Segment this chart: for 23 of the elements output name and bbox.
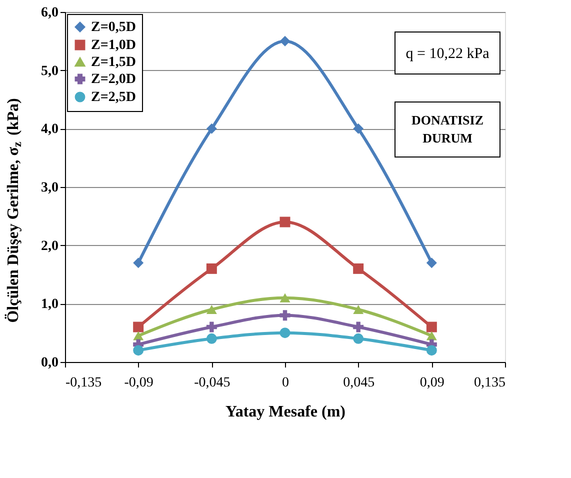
y-tick-label: 3,0 [41, 180, 58, 196]
y-tick-label: 6,0 [41, 6, 58, 20]
y-tick-label: 2,0 [41, 238, 58, 254]
legend-label: Z=2,0D [91, 72, 136, 87]
y-tick-label: 4,0 [41, 122, 58, 138]
legend-label: Z=0,5D [91, 20, 136, 35]
annotation: DONATISIZ DURUM [411, 112, 484, 146]
x-tick-label: -0,09 [124, 376, 154, 390]
x-tick-label: -0,135 [66, 376, 102, 390]
x-tick-label: 0 [282, 376, 289, 390]
x-tick-label: 0,135 [474, 376, 506, 390]
legend-label: Z=1,5D [91, 55, 136, 70]
legend-label: Z=1,0D [91, 38, 136, 53]
x-tick-label: -0,045 [194, 376, 230, 390]
x-tick-label: 0,045 [343, 376, 375, 390]
x-tick-label: 0,09 [420, 376, 444, 390]
y-axis-title: Ölçülen Düşey Gerilme, σz (kPa) [4, 98, 24, 323]
annotation: q = 10,22 kPa [406, 46, 490, 62]
y-tick-label: 1,0 [41, 297, 58, 312]
legend-label: Z=2,5D [91, 90, 136, 105]
y-tick-label: 0,0 [41, 356, 58, 370]
y-tick-label: 5,0 [41, 64, 58, 79]
x-axis-title: Yatay Mesafe (m) [226, 404, 346, 420]
